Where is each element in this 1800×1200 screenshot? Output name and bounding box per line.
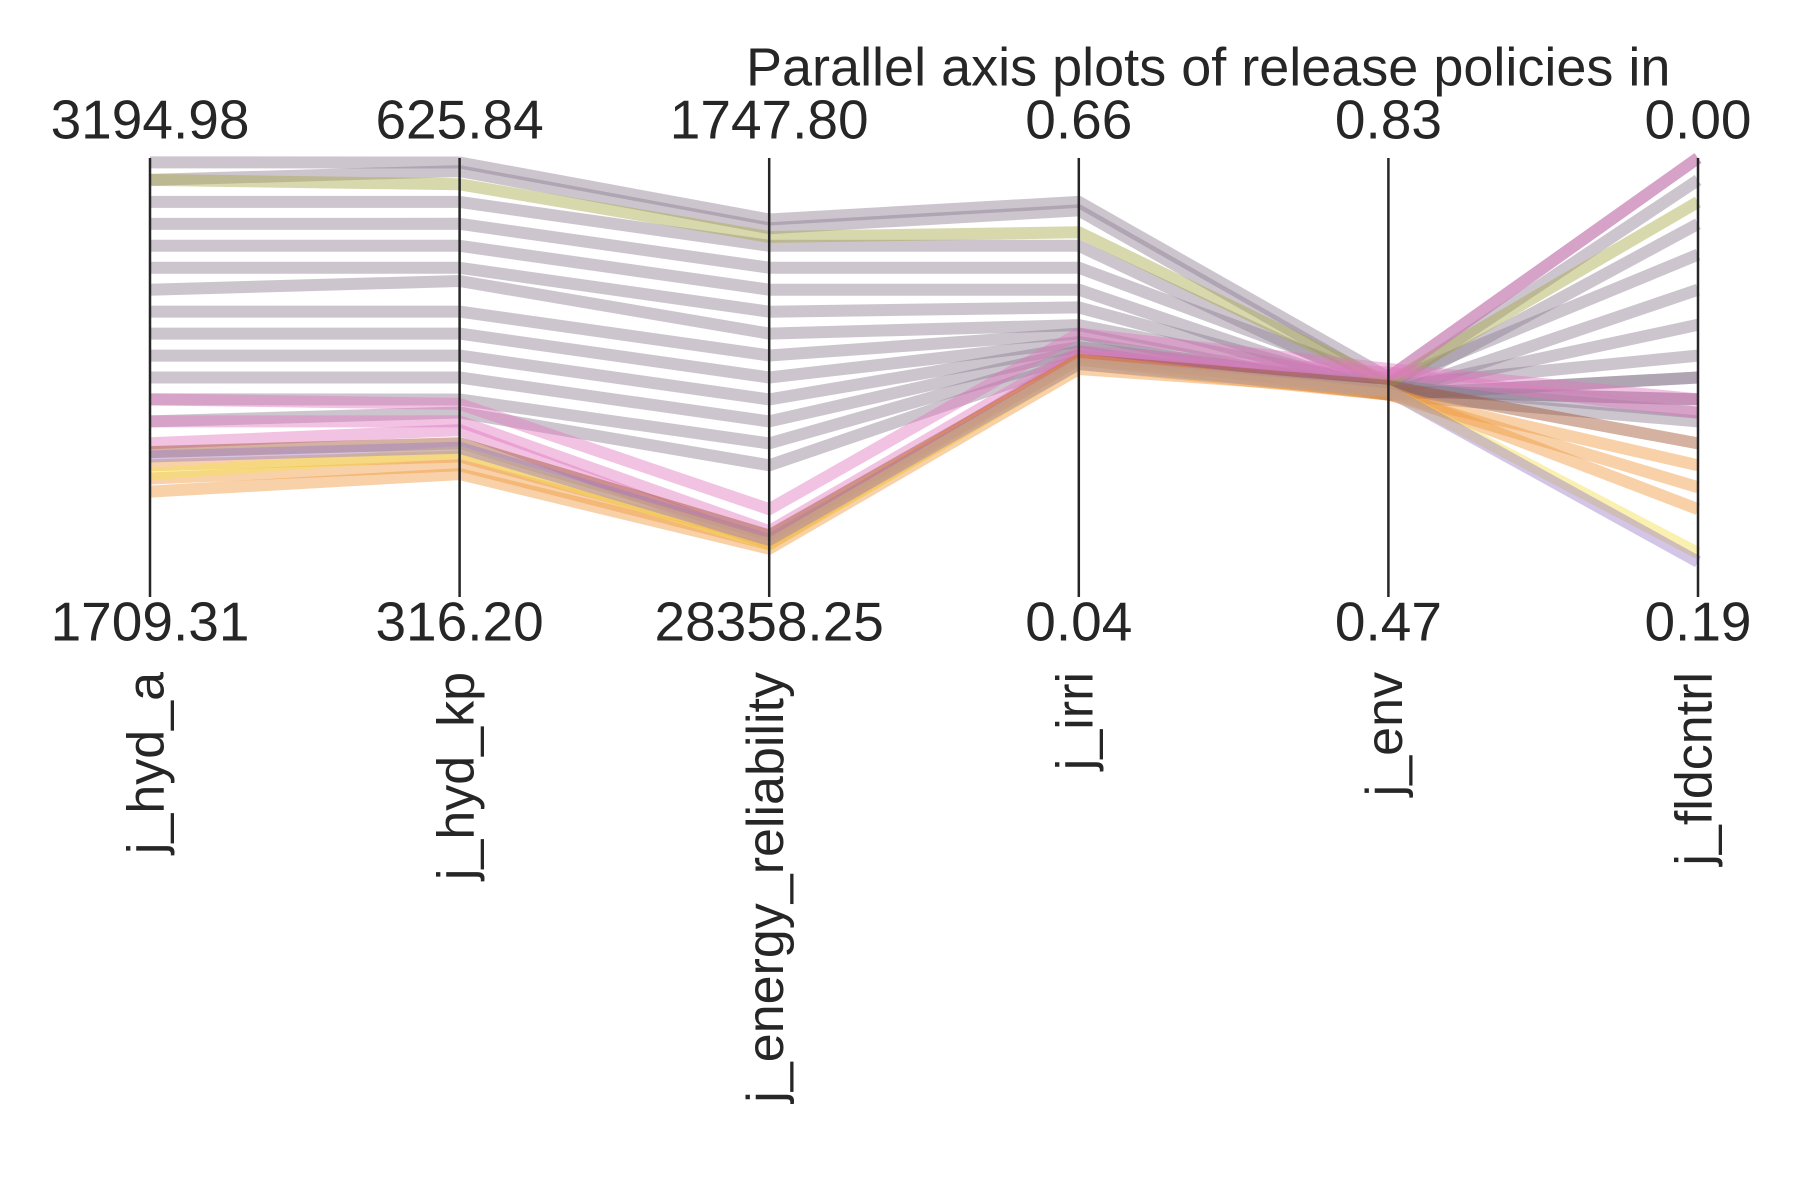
axis-tick-label: 3194.98 <box>51 89 250 151</box>
policy-line <box>149 358 1701 568</box>
axis-label: j_hyd_kp <box>427 672 485 882</box>
policy-line <box>149 153 1702 551</box>
axis-tick-label: 28358.25 <box>654 591 883 653</box>
policy-line <box>150 327 1699 406</box>
policy-line <box>149 349 1699 450</box>
policy-line <box>150 345 1699 428</box>
policy-line <box>149 358 1700 551</box>
policy-line <box>150 341 1699 419</box>
policy-line <box>149 173 1702 389</box>
policy-line <box>149 165 1702 392</box>
axis-label: j_hyd_a <box>118 672 176 856</box>
policy-line <box>149 363 1701 555</box>
axis-label: j_energy_reliability <box>737 672 795 1105</box>
policy-line <box>149 153 1702 384</box>
policy-line <box>149 358 1701 559</box>
policy-line <box>149 353 1700 542</box>
policy-line <box>150 305 1699 401</box>
axis-label: j_fldcntrl <box>1666 672 1724 868</box>
policy-line <box>149 217 1701 389</box>
axis-tick-label: 0.19 <box>1644 591 1751 653</box>
policy-line <box>149 345 1699 538</box>
axis-tick-label: 0.00 <box>1644 89 1751 151</box>
policy-line <box>149 327 1699 516</box>
axis-tick-label: 1747.80 <box>670 89 869 151</box>
axis-label: j_irri <box>1047 672 1105 772</box>
axis-tick-label: 0.04 <box>1025 591 1132 653</box>
axis-tick-label: 1709.31 <box>51 591 250 653</box>
axis-tick-label: 0.83 <box>1335 89 1442 151</box>
policy-line <box>150 239 1700 401</box>
policy-line <box>149 275 1699 392</box>
policy-lines <box>149 153 1702 568</box>
axis-label: j_env <box>1356 672 1414 798</box>
policy-line <box>149 353 1700 546</box>
axis-tick-label: 625.84 <box>375 89 543 151</box>
policy-line <box>150 195 1701 397</box>
chart-title: Parallel axis plots of release policies … <box>746 37 1670 97</box>
policy-line <box>149 261 1700 397</box>
policy-line <box>149 353 1699 472</box>
axis-tick-label: 0.66 <box>1025 89 1132 151</box>
axis-tick-label: 0.47 <box>1335 591 1442 653</box>
axis-tick-label: 316.20 <box>375 591 543 653</box>
